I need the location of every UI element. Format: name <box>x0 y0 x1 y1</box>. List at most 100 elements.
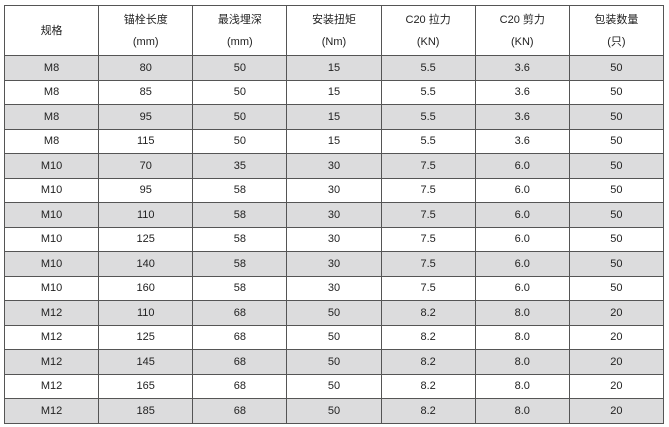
table-cell: 30 <box>286 177 382 203</box>
table-row: M10 160 58 30 7.5 6.0 50 <box>3 275 665 301</box>
table-cell: 6.0 <box>474 177 570 203</box>
table-row: M12 110 68 50 8.2 8.0 20 <box>3 300 665 326</box>
table-cell: 140 <box>98 251 194 277</box>
table-row: M12 125 68 50 8.2 8.0 20 <box>3 324 665 350</box>
table-cell: 70 <box>98 153 194 179</box>
table-cell: 30 <box>286 251 382 277</box>
table-cell: 110 <box>98 300 194 326</box>
table-row: M10 125 58 30 7.5 6.0 50 <box>3 226 665 252</box>
table-row: M8 85 50 15 5.5 3.6 50 <box>3 79 665 105</box>
table-cell: 35 <box>192 153 288 179</box>
table-cell: 58 <box>192 275 288 301</box>
spec-table: 规格 锚栓长度 (mm) 最浅埋深 (mm) 安装扭矩 (Nm) C20 拉力 (KN) C20 … <box>3 5 665 424</box>
table-cell: 8.0 <box>474 373 570 399</box>
table-cell: 50 <box>568 202 665 228</box>
table-cell: 125 <box>98 324 194 350</box>
table-cell: M10 <box>3 202 100 228</box>
table-cell: 6.0 <box>474 153 570 179</box>
table-row: M10 140 58 30 7.5 6.0 50 <box>3 251 665 277</box>
table-cell: 185 <box>98 398 194 424</box>
table-cell: 8.2 <box>380 324 476 350</box>
table-cell: 8.2 <box>380 349 476 375</box>
table-row: M8 115 50 15 5.5 3.6 50 <box>3 128 665 154</box>
table-cell: M10 <box>3 275 100 301</box>
table-cell: M10 <box>3 226 100 252</box>
table-cell: 3.6 <box>474 128 570 154</box>
table-cell: 5.5 <box>380 79 476 105</box>
column-header: 安装扭矩 (Nm) <box>286 5 382 56</box>
table-body: M8 80 50 15 5.5 3.6 50 M8 85 50 15 5.5 3.6 50 M8 95 50 15… <box>3 55 665 424</box>
table-cell: M8 <box>3 128 100 154</box>
table-cell: 50 <box>568 128 665 154</box>
table-cell: 50 <box>286 349 382 375</box>
table-cell: 5.5 <box>380 55 476 81</box>
table-cell: 58 <box>192 177 288 203</box>
table-cell: 15 <box>286 55 382 81</box>
table-cell: 145 <box>98 349 194 375</box>
table-cell: 58 <box>192 202 288 228</box>
table-cell: 50 <box>568 55 665 81</box>
table-cell: 5.5 <box>380 128 476 154</box>
header-unit: (KN) <box>416 35 440 48</box>
column-header: 包装数量 (只) <box>568 5 665 56</box>
table-cell: 3.6 <box>474 79 570 105</box>
table-cell: M12 <box>3 373 100 399</box>
table-cell: 8.2 <box>380 300 476 326</box>
table-cell: M12 <box>3 398 100 424</box>
table-cell: 50 <box>568 251 665 277</box>
table-row: M8 80 50 15 5.5 3.6 50 <box>3 55 665 81</box>
table-cell: 6.0 <box>474 275 570 301</box>
table-cell: 15 <box>286 128 382 154</box>
header-label: 最浅埋深 <box>217 13 262 26</box>
table-row: M10 110 58 30 7.5 6.0 50 <box>3 202 665 228</box>
column-header: 最浅埋深 (mm) <box>192 5 288 56</box>
table-cell: 68 <box>192 300 288 326</box>
table-cell: 30 <box>286 226 382 252</box>
table-cell: 30 <box>286 153 382 179</box>
table-cell: 8.0 <box>474 398 570 424</box>
table-cell: 20 <box>568 349 665 375</box>
table-cell: 8.2 <box>380 398 476 424</box>
table-cell: 7.5 <box>380 275 476 301</box>
table-row: M12 145 68 50 8.2 8.0 20 <box>3 349 665 375</box>
table-cell: 5.5 <box>380 104 476 130</box>
table-cell: 68 <box>192 349 288 375</box>
table-cell: 80 <box>98 55 194 81</box>
table-cell: 20 <box>568 324 665 350</box>
table-cell: M10 <box>3 177 100 203</box>
table-row: M8 95 50 15 5.5 3.6 50 <box>3 104 665 130</box>
table-cell: M10 <box>3 153 100 179</box>
table-row: M12 165 68 50 8.2 8.0 20 <box>3 373 665 399</box>
table-cell: 50 <box>568 177 665 203</box>
header-label: 包装数量 <box>594 13 639 26</box>
table-cell: 7.5 <box>380 251 476 277</box>
table-cell: 125 <box>98 226 194 252</box>
header-unit: (KN) <box>510 35 534 48</box>
header-unit: (Nm) <box>321 35 347 48</box>
header-label: C20 拉力 <box>405 13 451 26</box>
header-row: 规格 锚栓长度 (mm) 最浅埋深 (mm) 安装扭矩 (Nm) C20 拉力 (KN) C20 … <box>3 5 665 56</box>
column-header: C20 剪力 (KN) <box>474 5 570 56</box>
table-cell: 50 <box>286 300 382 326</box>
header-label: C20 剪力 <box>499 13 545 26</box>
table-cell: 7.5 <box>380 153 476 179</box>
table-cell: 15 <box>286 104 382 130</box>
table-row: M10 95 58 30 7.5 6.0 50 <box>3 177 665 203</box>
table-cell: M10 <box>3 251 100 277</box>
table-cell: 20 <box>568 398 665 424</box>
table-cell: 30 <box>286 275 382 301</box>
table-cell: 68 <box>192 324 288 350</box>
table-cell: 68 <box>192 398 288 424</box>
header-label: 安装扭矩 <box>311 13 356 26</box>
table-cell: 50 <box>192 79 288 105</box>
table-cell: 50 <box>192 104 288 130</box>
table-cell: 7.5 <box>380 177 476 203</box>
table-cell: 8.2 <box>380 373 476 399</box>
header-unit: (mm) <box>132 35 159 48</box>
table-cell: 30 <box>286 202 382 228</box>
header-unit: (mm) <box>227 35 253 48</box>
table-cell: 8.0 <box>474 324 570 350</box>
table-cell: 20 <box>568 300 665 326</box>
header-label: 锚栓长度 <box>123 13 168 26</box>
table-cell: 50 <box>568 104 665 130</box>
